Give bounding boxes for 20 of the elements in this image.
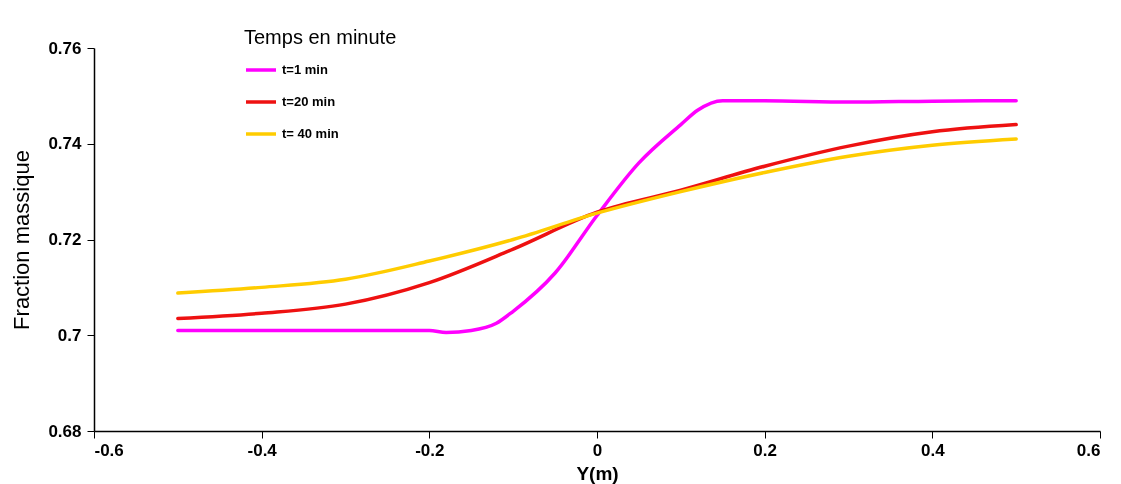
legend-title: Temps en minute <box>244 26 397 48</box>
x-tick-label: 0.2 <box>753 440 777 460</box>
line-series <box>176 98 1018 335</box>
x-tick-label: 0 <box>592 440 603 460</box>
x-tick-label: 0.6 <box>1076 440 1101 460</box>
line-series <box>176 137 1018 295</box>
y-tick-label: 0.7 <box>57 325 82 345</box>
x-tick-label: -0.6 <box>94 440 124 460</box>
x-tick-label: 0.4 <box>921 440 946 460</box>
y-tick-label: 0.74 <box>48 134 83 154</box>
x-tick-label: -0.2 <box>415 440 445 460</box>
x-tick-label: -0.4 <box>247 440 278 460</box>
legend-label: t=1 min <box>282 62 328 77</box>
x-axis-title: Y(m) <box>576 462 619 484</box>
y-tick-label: 0.68 <box>48 421 82 441</box>
y-axis-title: Fraction massique <box>9 150 35 330</box>
legend-label: t= 40 min <box>282 126 339 141</box>
legend-label: t=20 min <box>282 94 336 109</box>
y-tick-label: 0.76 <box>48 38 82 58</box>
y-tick-label: 0.72 <box>48 230 82 249</box>
